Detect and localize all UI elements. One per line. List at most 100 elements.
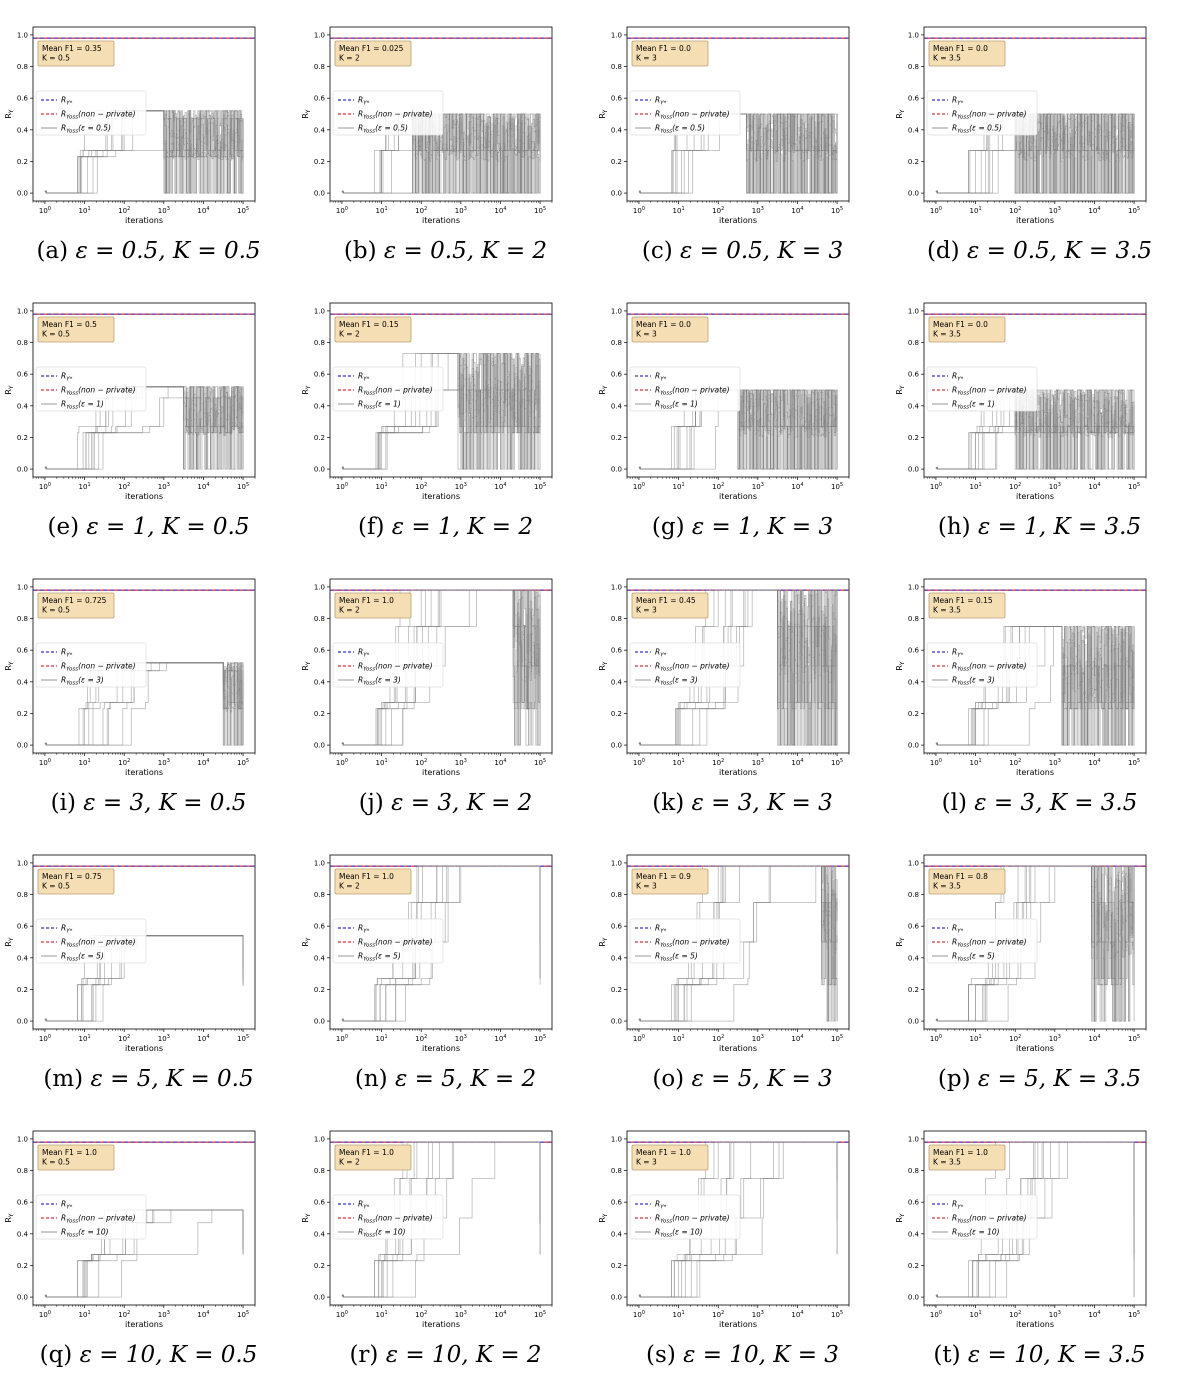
y-tick-label: 0.0 <box>611 190 622 198</box>
y-tick-label: 0.6 <box>611 95 623 103</box>
legend-ystar-label: RY* <box>655 1200 667 1211</box>
y-axis-label: RY <box>301 661 312 671</box>
x-tick-label: 102 <box>712 206 724 215</box>
y-tick-label: 0.4 <box>908 402 920 410</box>
y-tick-label: 0.6 <box>314 647 326 655</box>
plot-area <box>627 865 849 1022</box>
x-tick-label: 105 <box>237 1310 249 1319</box>
y-tick-label: 0.6 <box>314 923 326 931</box>
x-tick-label: 101 <box>376 1310 388 1319</box>
y-tick-label: 0.4 <box>611 126 623 134</box>
y-tick-label: 0.2 <box>908 434 919 442</box>
chart-svg: 0.0 0.2 0.4 0.6 0.8 1.0 100 101 102 103 104 105 iter… <box>4 26 256 225</box>
legend-nonprivate-label: RYoss(non − private) <box>358 1214 433 1225</box>
legend-nonprivate-label: RYoss(non − private) <box>952 938 1027 949</box>
y-tick-label: 0.8 <box>908 1167 919 1175</box>
x-tick-label: 103 <box>158 1034 170 1043</box>
y-tick-label: 0.8 <box>17 63 28 71</box>
legend-private-label: RYoss(ε = 5) <box>655 952 698 963</box>
x-tick-label: 103 <box>455 482 467 491</box>
annotation-box <box>631 316 709 343</box>
x-tick-label: 100 <box>336 206 348 215</box>
y-tick-label: 1.0 <box>611 1135 622 1143</box>
plot-area <box>924 865 1146 1022</box>
y-tick-label: 0.0 <box>17 1018 28 1026</box>
x-tick-label: 102 <box>712 1310 724 1319</box>
y-tick-label: 0.8 <box>17 1167 28 1175</box>
legend-nonprivate-label: RYoss(non − private) <box>952 110 1027 121</box>
x-tick-label: 105 <box>534 482 546 491</box>
legend-nonprivate-label: RYoss(non − private) <box>61 386 136 397</box>
legend: RY* RYoss(non − private) RYoss(ε = 5) <box>926 918 1038 964</box>
y-tick-label: 0.8 <box>611 339 622 347</box>
caption-params: ε = 10, K = 3.5 <box>967 1342 1146 1368</box>
caption-params: ε = 3, K = 0.5 <box>83 790 247 816</box>
x-axis-label: iterations <box>422 768 460 777</box>
plot-area <box>924 313 1146 470</box>
x-tick-label: 102 <box>1009 1310 1021 1319</box>
annotation-line: Mean F1 = 0.5 <box>42 320 97 329</box>
legend: RY* RYoss(non − private) RYoss(ε = 3) <box>629 642 741 688</box>
x-tick-label: 101 <box>376 206 388 215</box>
x-tick-label: 104 <box>494 206 506 215</box>
legend-nonprivate-label: RYoss(non − private) <box>61 110 136 121</box>
y-axis-label: RY <box>895 385 906 395</box>
x-axis-label: iterations <box>125 768 163 777</box>
caption-params: ε = 0.5, K = 0.5 <box>75 238 261 264</box>
y-tick-label: 0.8 <box>314 615 325 623</box>
y-tick-label: 0.8 <box>611 63 622 71</box>
trace-line <box>935 626 1135 746</box>
annotation-line: K = 3.5 <box>933 882 961 891</box>
subfigure-caption: (g) ε = 1, K = 3 <box>594 514 891 540</box>
legend-nonprivate-label: RYoss(non − private) <box>655 386 730 397</box>
caption-params: ε = 3, K = 2 <box>391 790 533 816</box>
chart-svg: 0.0 0.2 0.4 0.6 0.8 1.0 100 101 102 103 104 105 iter… <box>598 302 850 501</box>
chart-svg: 0.0 0.2 0.4 0.6 0.8 1.0 100 101 102 103 104 105 iter… <box>4 578 256 777</box>
trace-line <box>341 589 541 746</box>
legend-box <box>926 90 1038 136</box>
legend-private-label: RYoss(ε = 0.5) <box>952 124 1002 135</box>
y-tick-label: 0.0 <box>314 742 325 750</box>
y-axis-label: RY <box>895 109 906 119</box>
legend-ystar-label: RY* <box>358 924 370 935</box>
y-tick-label: 1.0 <box>611 31 622 39</box>
caption-params: ε = 5, K = 3.5 <box>977 1066 1142 1092</box>
legend: RY* RYoss(non − private) RYoss(ε = 10) <box>332 1194 444 1240</box>
mean-f1-annotation: Mean F1 = 0.45K = 3 <box>631 592 709 619</box>
legend: RY* RYoss(non − private) RYoss(ε = 1) <box>332 366 444 412</box>
annotation-box <box>334 40 412 67</box>
caption-letter: (f) <box>358 514 392 540</box>
x-tick-label: 100 <box>336 1034 348 1043</box>
legend-box <box>629 1194 741 1240</box>
mean-f1-annotation: Mean F1 = 0.5K = 0.5 <box>37 316 115 343</box>
caption-letter: (s) <box>646 1342 684 1368</box>
y-tick-label: 0.2 <box>908 1262 919 1270</box>
x-tick-label: 105 <box>237 758 249 767</box>
annotation-box <box>37 1144 115 1171</box>
chart-panel-d: 0.0 0.2 0.4 0.6 0.8 1.0 100 101 102 103 104 105 iter… <box>891 0 1188 276</box>
annotation-line: Mean F1 = 1.0 <box>339 1148 394 1157</box>
y-tick-label: 1.0 <box>17 1135 28 1143</box>
y-tick-label: 0.4 <box>17 678 29 686</box>
legend-nonprivate-label: RYoss(non − private) <box>952 386 1027 397</box>
annotation-line: K = 3.5 <box>933 54 961 63</box>
y-axis-label: RY <box>4 937 15 947</box>
x-axis-label: iterations <box>422 492 460 501</box>
caption-params: ε = 1, K = 3.5 <box>977 514 1142 540</box>
y-tick-label: 0.0 <box>314 466 325 474</box>
legend-nonprivate-label: RYoss(non − private) <box>952 1214 1027 1225</box>
chart-panel-k: 0.0 0.2 0.4 0.6 0.8 1.0 100 101 102 103 104 105 iter… <box>594 552 891 828</box>
x-tick-label: 104 <box>791 1310 803 1319</box>
caption-letter: (e) <box>47 514 87 540</box>
x-axis-label: iterations <box>125 1320 163 1329</box>
x-tick-label: 100 <box>39 206 51 215</box>
chart-panel-j: 0.0 0.2 0.4 0.6 0.8 1.0 100 101 102 103 104 105 iter… <box>297 552 594 828</box>
y-tick-label: 0.8 <box>314 63 325 71</box>
x-tick-label: 105 <box>831 1034 843 1043</box>
caption-params: ε = 1, K = 2 <box>391 514 533 540</box>
x-tick-label: 101 <box>673 758 685 767</box>
x-tick-label: 102 <box>712 1034 724 1043</box>
legend: RY* RYoss(non − private) RYoss(ε = 3) <box>35 642 147 688</box>
y-tick-label: 0.6 <box>908 371 920 379</box>
annotation-line: K = 3 <box>636 606 657 615</box>
